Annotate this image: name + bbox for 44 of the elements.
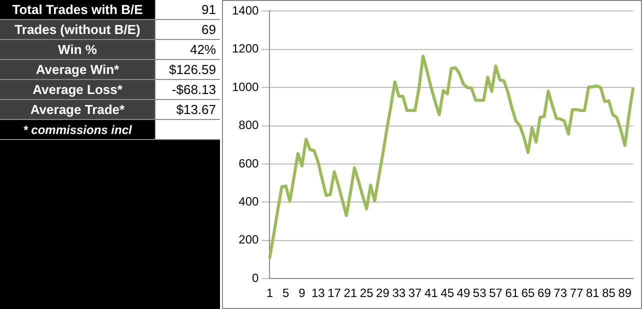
x-tick-label: 53 (472, 286, 487, 300)
x-tick-label: 33 (392, 286, 406, 300)
x-tick-label: 17 (328, 286, 342, 300)
x-tick-label: 29 (376, 286, 390, 300)
x-tick-label: 49 (456, 286, 470, 300)
x-tick-label: 13 (311, 286, 326, 300)
y-tick-label: 200 (238, 232, 260, 247)
y-tick-label: 800 (238, 118, 260, 132)
x-tick-label: 5 (282, 286, 290, 300)
x-tick-label: 81 (586, 286, 600, 300)
y-tick-label: 0 (252, 270, 260, 285)
x-tick-label: 85 (602, 286, 616, 300)
y-tick-label: 600 (238, 156, 260, 170)
x-tick-label: 45 (440, 286, 454, 300)
text: Total Trades with B/E (0, 0, 156, 20)
y-tick-label: 400 (238, 194, 260, 209)
y-tick-label: 1400 (232, 4, 260, 18)
x-tick-label: 9 (298, 286, 306, 300)
text: $126.59 (156, 60, 220, 80)
x-tick-label: 69 (538, 286, 552, 300)
x-tick-label: 73 (554, 286, 568, 300)
x-tick-label: 25 (360, 286, 374, 300)
x-tick-label: 41 (424, 286, 438, 300)
text: 91 (156, 0, 220, 20)
text: Average Trade* (0, 100, 156, 120)
x-tick-label: 37 (408, 286, 422, 300)
text: -$68.13 (156, 80, 220, 100)
text: Win % (0, 40, 156, 60)
x-tick-label: 21 (344, 286, 358, 300)
y-tick-label: 1200 (232, 42, 260, 56)
text: * commissions incl (0, 120, 156, 140)
x-tick-label: 57 (489, 286, 503, 300)
text: Average Loss* (0, 80, 156, 100)
y-tick-label: 1000 (232, 80, 260, 94)
x-tick-label: 77 (570, 286, 584, 300)
text: Trades (without B/E) (0, 20, 156, 40)
x-tick-label: 61 (505, 286, 519, 300)
text: 69 (156, 20, 220, 40)
text: $13.67 (156, 100, 220, 120)
x-tick-label: 89 (618, 286, 632, 300)
x-tick-label: 1 (266, 286, 274, 300)
x-tick-label: 65 (521, 286, 536, 300)
text: 42% (156, 40, 220, 60)
text: Average Win* (0, 60, 156, 80)
